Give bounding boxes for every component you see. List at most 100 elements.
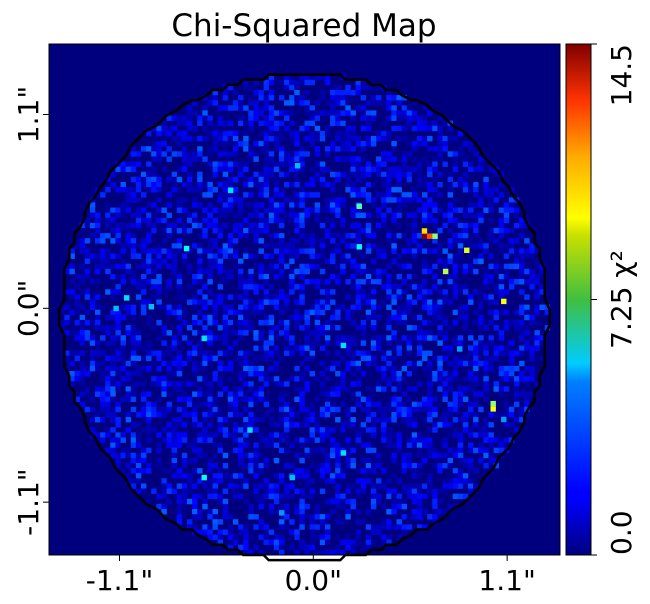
heatmap-pixel	[416, 360, 423, 367]
heatmap-pixel	[519, 335, 525, 341]
heatmap-pixel	[79, 360, 86, 367]
heatmap-pixel	[376, 273, 382, 280]
heatmap-pixel	[166, 125, 172, 132]
heatmap-pixel	[345, 457, 351, 464]
heatmap-pixel	[222, 463, 229, 469]
heatmap-pixel	[217, 539, 224, 546]
heatmap-pixel	[171, 437, 178, 443]
heatmap-pixel	[324, 391, 331, 397]
heatmap-pixel	[478, 442, 484, 448]
heatmap-pixel	[483, 176, 489, 183]
heatmap-pixel	[299, 371, 305, 377]
heatmap-pixel	[258, 227, 264, 234]
heatmap-pixel	[391, 401, 397, 408]
heatmap-pixel	[161, 437, 167, 443]
heatmap-pixel	[212, 130, 218, 137]
heatmap-pixel	[140, 279, 147, 285]
heatmap-pixel	[386, 488, 392, 494]
heatmap-pixel	[370, 258, 377, 265]
heatmap-pixel	[243, 330, 249, 336]
heatmap-pixel	[294, 171, 300, 178]
heatmap-pixel	[427, 330, 433, 336]
heatmap-pixel	[355, 437, 362, 443]
heatmap-pixel	[176, 325, 183, 331]
heatmap-pixel	[248, 284, 254, 290]
heatmap-pixel	[355, 350, 362, 357]
heatmap-pixel	[330, 289, 336, 295]
heatmap-pixel	[243, 350, 249, 357]
heatmap-pixel	[355, 325, 362, 331]
heatmap-pixel	[422, 442, 428, 448]
heatmap-pixel	[273, 243, 280, 249]
heatmap-pixel	[437, 279, 443, 285]
heatmap-pixel	[350, 156, 356, 162]
heatmap-pixel	[452, 493, 459, 500]
heatmap-pixel	[176, 207, 183, 213]
heatmap-pixel	[232, 197, 239, 203]
heatmap-pixel	[130, 457, 137, 464]
heatmap-pixel	[299, 360, 305, 367]
heatmap-pixel	[370, 135, 377, 142]
heatmap-pixel	[146, 437, 152, 443]
heatmap-pixel	[324, 319, 331, 326]
heatmap-pixel	[457, 360, 464, 367]
heatmap-pixel	[79, 289, 86, 295]
heatmap-pixel	[171, 488, 178, 494]
heatmap-pixel	[192, 330, 198, 336]
heatmap-pixel	[227, 401, 234, 408]
heatmap-pixel	[483, 386, 489, 392]
heatmap-pixel	[176, 386, 183, 392]
heatmap-pixel	[125, 238, 132, 244]
heatmap-pixel	[238, 105, 244, 111]
heatmap-pixel	[135, 442, 142, 448]
heatmap-pixel	[391, 125, 397, 132]
heatmap-pixel	[437, 417, 443, 423]
heatmap-pixel	[248, 181, 254, 188]
heatmap-pixel	[146, 468, 152, 474]
heatmap-pixel	[355, 279, 362, 285]
heatmap-pixel	[110, 386, 116, 392]
heatmap-pixel	[462, 391, 469, 397]
heatmap-pixel	[350, 391, 356, 397]
heatmap-pixel	[227, 529, 234, 535]
heatmap-pixel	[222, 325, 229, 331]
heatmap-pixel	[498, 350, 505, 357]
heatmap-pixel	[197, 258, 203, 265]
heatmap-pixel	[365, 181, 372, 188]
heatmap-pixel	[64, 319, 70, 326]
heatmap-pixel	[192, 273, 198, 280]
heatmap-pixel	[84, 391, 91, 397]
heatmap-pixel	[243, 279, 249, 285]
heatmap-pixel	[207, 187, 213, 193]
heatmap-pixel	[222, 365, 229, 372]
heatmap-pixel	[381, 371, 387, 377]
heatmap-pixel	[386, 534, 392, 540]
heatmap-pixel	[437, 509, 443, 515]
heatmap-pixel	[365, 355, 372, 362]
heatmap-pixel	[222, 161, 229, 167]
heatmap-pixel	[253, 202, 259, 208]
heatmap-pixel	[192, 100, 198, 106]
heatmap-pixel	[442, 376, 448, 382]
heatmap-pixel	[294, 84, 300, 91]
heatmap-pixel	[120, 447, 126, 454]
heatmap-pixel	[401, 524, 407, 530]
heatmap-pixel	[192, 299, 198, 305]
heatmap-pixel	[238, 371, 244, 377]
heatmap-pixel	[166, 406, 172, 413]
heatmap-pixel	[457, 238, 464, 244]
heatmap-pixel	[278, 171, 285, 178]
heatmap-pixel	[130, 268, 137, 275]
heatmap-pixel	[94, 212, 101, 219]
heatmap-pixel	[227, 202, 234, 208]
heatmap-pixel	[294, 411, 300, 418]
heatmap-pixel	[289, 289, 295, 295]
heatmap-pixel	[391, 197, 397, 203]
heatmap-pixel	[319, 360, 326, 367]
heatmap-pixel	[284, 381, 290, 387]
heatmap-pixel	[324, 110, 331, 116]
heatmap-pixel	[365, 534, 372, 540]
heatmap-pixel	[130, 304, 137, 311]
heatmap-pixel	[473, 483, 479, 489]
heatmap-pixel	[442, 279, 448, 285]
